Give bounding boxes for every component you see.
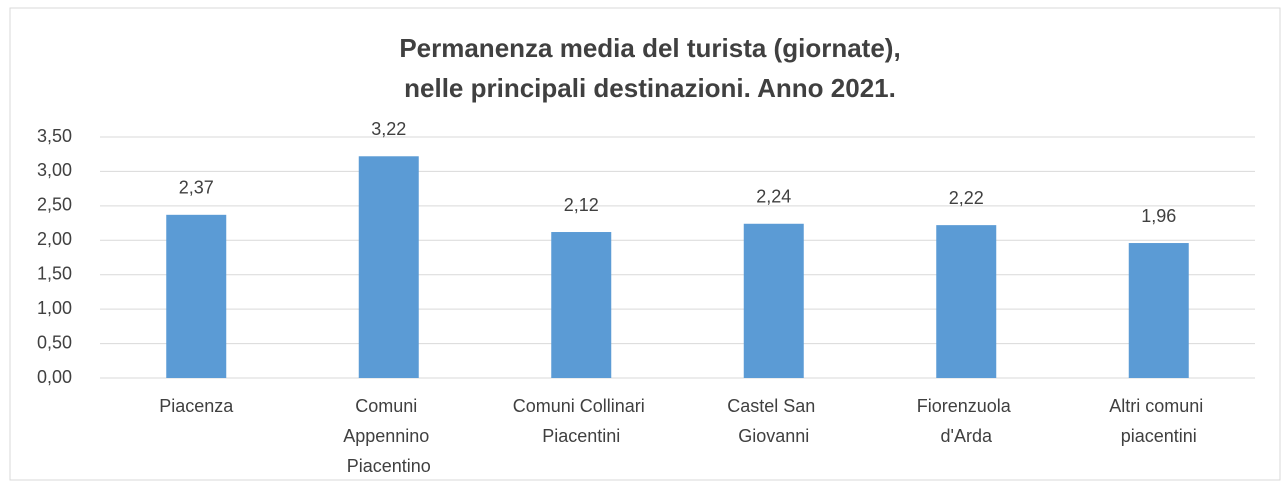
bar bbox=[743, 223, 804, 378]
data-label: 2,37 bbox=[179, 178, 214, 198]
data-label: 1,96 bbox=[1141, 206, 1176, 226]
x-tick-label: Castel San Giovanni bbox=[727, 396, 820, 446]
x-tick-label: Comuni Appennino Piacentino bbox=[343, 396, 434, 476]
y-tick-label: 2,00 bbox=[37, 229, 72, 249]
x-tick-label: Fiorenzuola d'Arda bbox=[917, 396, 1016, 446]
y-tick-label: 3,50 bbox=[37, 126, 72, 146]
bar bbox=[936, 225, 997, 378]
bar bbox=[166, 214, 227, 378]
data-label: 2,12 bbox=[564, 195, 599, 215]
y-tick-label: 0,00 bbox=[37, 367, 72, 387]
y-tick-label: 1,00 bbox=[37, 298, 72, 318]
bar bbox=[358, 156, 419, 378]
y-tick-label: 0,50 bbox=[37, 332, 72, 352]
y-tick-label: 2,50 bbox=[37, 195, 72, 215]
y-tick-label: 1,50 bbox=[37, 263, 72, 283]
x-tick-label: Comuni Collinari Piacentini bbox=[513, 396, 650, 446]
chart-title: Permanenza media del turista (giornate), bbox=[399, 33, 900, 63]
y-tick-label: 3,00 bbox=[37, 160, 72, 180]
bar bbox=[1128, 243, 1189, 378]
chart-title: nelle principali destinazioni. Anno 2021… bbox=[404, 73, 896, 103]
data-label: 2,24 bbox=[756, 187, 791, 207]
x-tick-label: Piacenza bbox=[159, 396, 234, 416]
x-tick-label: Altri comuni piacentini bbox=[1109, 396, 1208, 446]
bar bbox=[551, 232, 612, 378]
data-label: 3,22 bbox=[371, 119, 406, 139]
data-label: 2,22 bbox=[949, 188, 984, 208]
